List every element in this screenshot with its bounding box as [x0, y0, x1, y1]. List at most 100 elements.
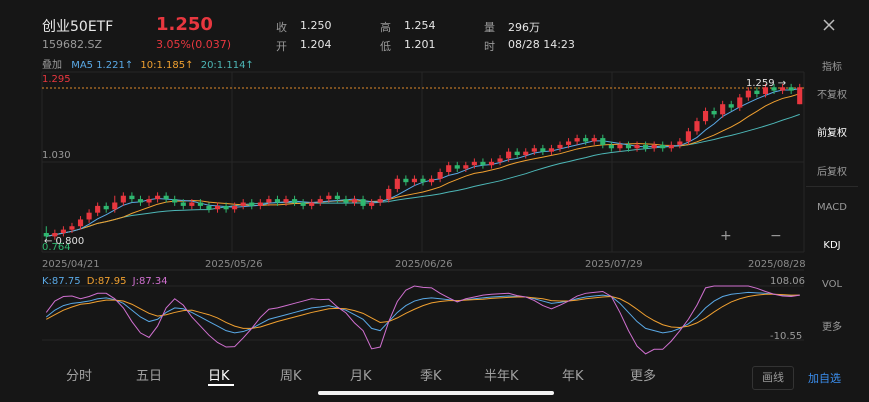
candle-body [240, 202, 246, 206]
candle-body [531, 148, 537, 152]
candle-body [600, 138, 606, 145]
candle-body [197, 202, 203, 206]
tab-weekly-k[interactable]: 周K [280, 369, 302, 384]
open-value: 1.204 [300, 38, 332, 51]
candle-body [488, 161, 495, 166]
low-marker: ← 0.800 [44, 236, 85, 247]
candle-body [172, 199, 178, 203]
zoom-out-button[interactable]: − [770, 228, 782, 244]
candle-body [523, 151, 529, 156]
date-label: 2025/07/29 [585, 259, 643, 270]
candle-body [745, 90, 751, 98]
kdj-min-label: -10.55 [770, 331, 803, 342]
candle-body [617, 144, 623, 149]
tab-half-year-k[interactable]: 半年K [484, 369, 519, 384]
kdj-d-line [46, 293, 800, 329]
candle-body [780, 87, 786, 91]
candle-body [471, 161, 477, 166]
candle-body [343, 199, 349, 203]
candle-body [69, 226, 75, 230]
candle-body [754, 90, 760, 95]
zoom-in-button[interactable]: + [720, 228, 732, 244]
candle-body [574, 138, 580, 142]
candle-body [292, 199, 298, 203]
active-tab-indicator [208, 384, 234, 386]
candle-body [720, 104, 726, 115]
candle-body [377, 199, 383, 203]
candle-body [394, 178, 400, 189]
candle-body [797, 87, 803, 105]
candle-body [540, 148, 546, 152]
candle-body [86, 212, 92, 220]
draw-line-button[interactable]: 画线 [752, 366, 794, 390]
tab-more[interactable]: 更多 [630, 369, 657, 384]
candle-body [514, 151, 520, 156]
candle-body [223, 205, 229, 210]
candle-body [634, 144, 640, 149]
sidebar-divider [806, 186, 858, 187]
candle-body [428, 178, 435, 183]
candle-body [326, 195, 332, 200]
candle-body [463, 165, 469, 169]
ma5-line [46, 88, 800, 237]
tab-quarterly-k[interactable]: 季K [420, 369, 442, 384]
candle-body [711, 110, 717, 115]
candle-body [668, 144, 674, 149]
candle-body [728, 104, 734, 108]
sidebar-item-vol[interactable]: VOL [821, 279, 843, 290]
candle-body [437, 172, 443, 179]
date-label: 2025/05/26 [205, 259, 263, 270]
candle-body [411, 178, 418, 183]
candle-body [369, 202, 375, 206]
candle-body [737, 97, 743, 108]
kdj-j-line [45, 285, 800, 355]
sidebar-item-kdj[interactable]: KDJ [823, 240, 841, 251]
tab-intraday[interactable]: 分时 [66, 369, 93, 384]
candle-body [43, 233, 49, 237]
candle-body [95, 205, 101, 213]
candle-body [283, 199, 289, 203]
security-name: 创业50ETF [42, 19, 114, 35]
mid-price-label: 1.030 [42, 150, 71, 161]
candle-body [180, 202, 186, 206]
candle-body [137, 199, 144, 203]
candle-body [317, 199, 323, 203]
candle-body [103, 205, 109, 210]
candle-body [548, 148, 554, 152]
low-label: 低 [380, 40, 391, 53]
open-label: 开 [276, 40, 287, 53]
high-value: 1.254 [404, 19, 436, 32]
ma10-line [46, 93, 800, 237]
overlay-label[interactable]: 叠加 [42, 60, 62, 71]
candle-body [762, 87, 769, 95]
candle-body [557, 144, 563, 149]
time-value: 08/28 14:23 [508, 38, 575, 51]
sidebar-item-more[interactable]: 更多 [822, 322, 842, 333]
candle-body [360, 199, 366, 206]
tab-five-day[interactable]: 五日 [136, 369, 163, 384]
candle-body [163, 195, 169, 200]
low-value: 1.201 [404, 38, 436, 51]
tab-monthly-k[interactable]: 月K [350, 369, 372, 384]
sidebar-item-backward-adjusted[interactable]: 后复权 [817, 167, 847, 178]
candle-body [351, 199, 358, 203]
close-icon[interactable] [820, 16, 838, 34]
kdj-max-label: 108.06 [770, 276, 805, 287]
bottom-price-label: 0.764 [42, 242, 71, 253]
date-label: 2025/08/28 [748, 259, 806, 270]
high-marker: 1.259 → [746, 78, 787, 89]
candle-body [309, 202, 315, 206]
tab-yearly-k[interactable]: 年K [562, 369, 584, 384]
sidebar-item-unadjusted[interactable]: 不复权 [817, 90, 847, 101]
sidebar-item-forward-adjusted[interactable]: 前复权 [817, 128, 847, 139]
candle-body [120, 195, 126, 203]
add-watchlist-button[interactable]: 加自选 [808, 372, 841, 385]
candle-body [300, 202, 306, 206]
tab-daily-k[interactable]: 日K [208, 369, 230, 384]
ma5-value: MA5 1.221↑ [71, 60, 134, 71]
security-code: 159682.SZ [42, 38, 103, 51]
candle-body [266, 199, 272, 203]
sidebar-item-macd[interactable]: MACD [817, 202, 847, 213]
sidebar-item-indicators[interactable]: 指标 [822, 62, 842, 73]
